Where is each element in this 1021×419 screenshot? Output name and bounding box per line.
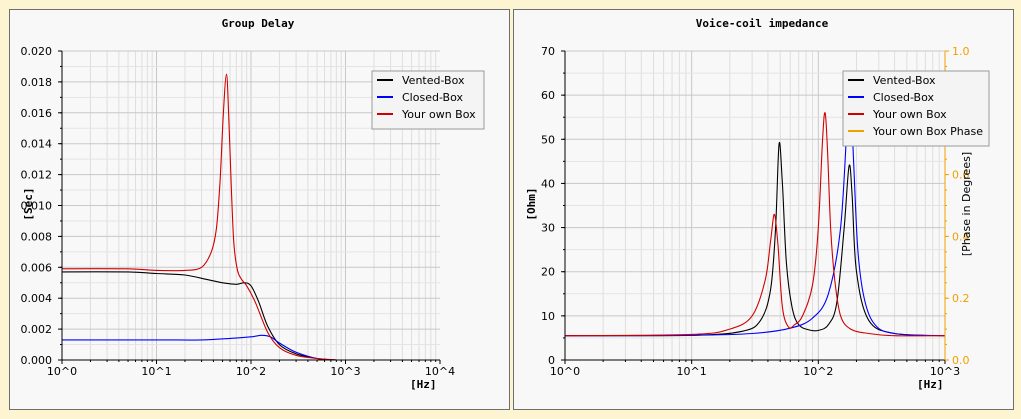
legend-label: Closed-Box xyxy=(873,91,934,104)
y-tick-label: 0.020 xyxy=(21,45,53,58)
series-line-vented-box xyxy=(62,271,337,360)
x-axis-label: [Hz] xyxy=(917,378,944,391)
legend-label: Vented-Box xyxy=(402,74,465,87)
y-tick-label: 0.004 xyxy=(21,292,53,305)
series-line-closed-box xyxy=(62,334,337,360)
y-tick-label: 70 xyxy=(541,45,555,58)
y2-tick-label: 0.0 xyxy=(952,354,970,367)
y-tick-label: 10 xyxy=(541,310,555,323)
legend-label: Your own Box xyxy=(872,108,947,121)
y2-tick-label: 0.4 xyxy=(952,230,970,243)
y2-tick-label: 1.0 xyxy=(952,45,970,58)
x-tick-label: 10^3 xyxy=(930,365,960,378)
y-tick-label: 0.008 xyxy=(21,230,53,243)
impedance-chart: Voice-coil impedance 10^0 10^1 10^2 10^3 0 10… xyxy=(525,17,990,391)
y-tick-label: 0.014 xyxy=(21,138,53,151)
y-tick-label: 0.016 xyxy=(21,107,53,120)
series-line-vented-box xyxy=(565,141,945,337)
y-tick-label: 60 xyxy=(541,89,555,102)
x-tick-label: 10^1 xyxy=(677,365,707,378)
y2-tick-label: 0.6 xyxy=(952,169,970,182)
y-tick-label: 0.006 xyxy=(21,261,53,274)
legend-label: Closed-Box xyxy=(402,91,463,104)
y-tick-label: 30 xyxy=(541,222,555,235)
y-tick-label: 0.010 xyxy=(21,200,53,213)
legend-label: Your own Box xyxy=(401,108,476,121)
legend-label: Vented-Box xyxy=(873,74,936,87)
x-tick-label: 10^0 xyxy=(47,365,77,378)
x-tick-label: 10^0 xyxy=(550,365,580,378)
x-axis-label: [Hz] xyxy=(410,378,437,391)
x-tick-label: 10^4 xyxy=(425,365,455,378)
group-delay-chart: Group Delay 10^0 10^1 10^2 10^3 10^4 0.000 0.0… xyxy=(21,17,485,391)
chart-title: Voice-coil impedance xyxy=(696,17,829,30)
series-line-your-own-box xyxy=(62,73,337,360)
series-line-your-own-box xyxy=(565,112,945,337)
y2-axis-label: [Phase in Degrees] xyxy=(960,152,973,256)
y-tick-label: 0.002 xyxy=(21,323,53,336)
x-tick-label: 10^2 xyxy=(803,365,833,378)
x-tick-label: 10^3 xyxy=(330,365,360,378)
y-tick-label: 40 xyxy=(541,177,555,190)
x-tick-label: 10^2 xyxy=(236,365,266,378)
legend-box xyxy=(842,70,990,147)
group-delay-panel: Group Delay 10^0 10^1 10^2 10^3 10^4 0.000 0.0… xyxy=(9,9,510,410)
y-tick-label: 0.012 xyxy=(21,169,53,182)
x-tick-label: 10^1 xyxy=(141,365,171,378)
y-tick-label: 20 xyxy=(541,266,555,279)
y-axis-label: [Sec] xyxy=(22,187,35,220)
legend-label: Your own Box Phase xyxy=(872,125,983,138)
legend: Vented-Box Closed-Box Your own Box xyxy=(371,70,485,130)
y-tick-label: 50 xyxy=(541,133,555,146)
legend: Vented-Box Closed-Box Your own Box Your own… xyxy=(842,70,990,147)
y-tick-label: 0.018 xyxy=(21,76,53,89)
chart-title: Group Delay xyxy=(222,17,295,30)
impedance-panel: Voice-coil impedance 10^0 10^1 10^2 10^3 0 10… xyxy=(513,9,1014,410)
y2-tick-label: 0.2 xyxy=(952,292,970,305)
y-tick-label: 0 xyxy=(548,354,555,367)
y-tick-label: 0.000 xyxy=(21,354,53,367)
y-axis-label: [Ohm] xyxy=(525,187,538,220)
